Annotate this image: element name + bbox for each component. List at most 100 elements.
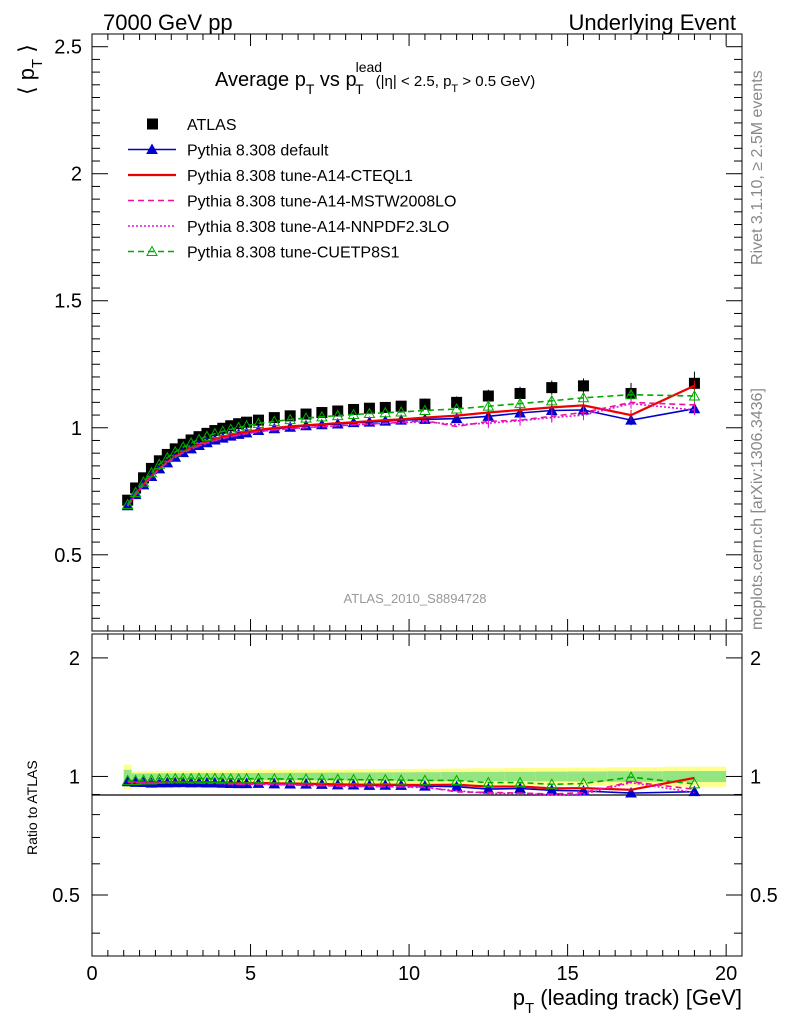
ratio-frame [91,633,743,957]
ratio-marker-5 [316,773,328,784]
series-marker-5 [209,427,221,439]
ratio-band-inner [535,771,568,782]
series-marker-5 [268,415,281,426]
series-marker-5 [232,421,245,433]
y-tick-label: 0.5 [54,545,82,567]
ratio-marker-1 [688,785,701,797]
x-tick-label: 15 [556,963,578,985]
ratio-band-inner [361,772,378,781]
ratio-marker-5 [284,772,297,784]
ratio-marker-5 [625,771,637,782]
ratio-band-inner [266,772,283,781]
ratio-band-inner [567,771,608,782]
series-line-5 [127,393,695,505]
atlas-data-point [233,418,245,430]
ratio-line-4 [127,781,695,796]
series-marker-5 [347,408,360,420]
x-tick-label: 5 [245,963,256,985]
series-marker-5 [161,451,174,463]
atlas-data-point [451,396,463,408]
atlas-data-point [546,382,558,394]
ratio-axis-ticks: 0 5 10 15 20 0.5 0.5 1 1 2 2 [52,634,778,985]
atlas-data-point [217,422,229,434]
main-panel: 0.5 1 1.5 2 2.5 [54,33,743,632]
series-marker-5 [129,486,142,498]
series-marker-5 [137,476,150,487]
series-marker-5 [177,441,190,452]
ratio-marker-5 [232,772,245,784]
ratio-marker-5 [137,774,150,785]
ratio-band-inner [282,772,299,781]
ratio-marker-5 [216,772,229,784]
ratio-marker-5 [395,774,407,785]
series-marker-5 [331,409,344,421]
series-marker-5 [419,404,431,415]
series-marker-5 [395,405,407,417]
series-line-2 [126,384,695,506]
ratio-marker-5 [514,776,526,788]
legend-label-1: Pythia 8.308 default [187,143,329,160]
ratio-marker-5 [153,773,166,784]
series-line-4 [127,402,695,507]
ratio-y-tick-label-right: 2 [750,648,761,670]
x-tick-label: 20 [715,963,737,985]
ratio-marker-5 [363,773,376,785]
main-frame [91,33,743,632]
atlas-data-point [225,420,237,432]
atlas-data-point [201,427,213,439]
legend-marker-5 [146,245,158,256]
series-marker-5 [316,410,328,422]
ratio-band-inner [607,771,663,782]
ratio-y-tick-label: 0.5 [52,885,80,907]
ratio-band-inner [202,773,211,780]
ratio-marker-5 [688,777,701,789]
ratio-band-inner [313,772,330,781]
atlas-data-point [284,410,296,422]
y-axis-label-ratio: Ratio to ATLAS [24,760,40,855]
x-axis-label: pT (leading track) [GeV] [513,985,742,1017]
atlas-data-point [252,414,264,426]
ratio-marker-5 [577,777,590,788]
ratio-band-inner [329,772,346,781]
ratio-marker-5 [161,772,174,784]
atlas-data-point [177,438,189,450]
atlas-data-point [268,412,280,424]
legend-label-2: Pythia 8.308 tune-A14-CTEQL1 [187,168,413,185]
ratio-band-inner [504,771,536,782]
ratio-band-inner [662,771,727,783]
atlas-data-point [482,390,494,402]
ratio-marker-5 [224,772,237,784]
series-marker-5 [121,498,134,509]
header-right: Underlying Event [568,10,736,35]
ratio-marker-5 [240,772,253,784]
ratio-band-inner [195,773,203,780]
ratio-band-inner [171,773,180,780]
y-tick-label: 2.5 [54,37,82,59]
atlas-data-point [153,455,165,467]
y-tick-label: 2 [71,164,82,186]
analysis-label: ATLAS_2010_S8894728 [344,591,487,606]
ratio-marker-5 [379,773,392,785]
ratio-band-inner [226,773,235,780]
main-series-group [121,371,701,511]
ratio-band-inner [345,772,362,781]
ratio-marker-5 [145,773,158,785]
ratio-band-inner [139,773,148,780]
ratio-band-inner [179,773,188,780]
y-tick-label: 1 [71,418,82,440]
legend-marker-1 [146,143,158,154]
ratio-marker-5 [169,772,182,784]
ratio-marker-5 [419,774,431,785]
ratio-panel: 0 5 10 15 20 0.5 0.5 1 1 2 2 [52,633,778,985]
series-marker-5 [252,417,265,428]
x-tick-label: 0 [86,963,97,985]
ratio-band-inner [218,773,227,780]
atlas-data-point [161,448,173,460]
series-marker-5 [284,413,297,425]
ratio-marker-5 [268,772,281,784]
atlas-data-point [209,425,221,437]
ratio-marker-5 [185,772,197,784]
y-tick-label: 1.5 [54,291,82,313]
series-marker-5 [363,407,376,419]
ratio-y-tick-label-right: 1 [750,766,761,788]
